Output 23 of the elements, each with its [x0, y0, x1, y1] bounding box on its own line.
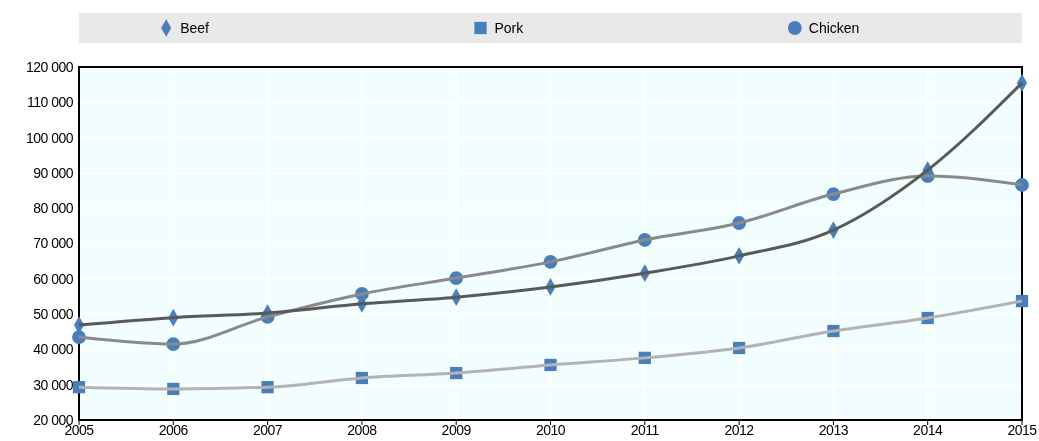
x-tick-label: 2013	[818, 422, 849, 438]
y-tick-label: 70 000	[33, 235, 74, 252]
x-tick-label: 2009	[441, 422, 472, 438]
legend-label: Pork	[494, 19, 525, 36]
x-tick-label: 2015	[1007, 422, 1038, 438]
x-tick-label: 2010	[535, 422, 566, 438]
x-tick-label: 2011	[630, 422, 660, 438]
y-tick-label: 30 000	[33, 376, 74, 393]
y-tick-label: 120 000	[25, 58, 74, 75]
y-tick-label: 90 000	[33, 164, 74, 181]
y-tick-label: 80 000	[33, 200, 74, 217]
y-tick-label: 50 000	[33, 306, 74, 322]
x-tick-label: 2007	[253, 422, 283, 438]
x-tick-label: 2006	[158, 422, 189, 438]
legend-label: Beef	[180, 19, 210, 36]
legend-label: Chicken	[808, 19, 860, 36]
y-tick-label: 100 000	[25, 129, 74, 146]
x-tick-label: 2012	[724, 422, 755, 438]
y-tick-label: 40 000	[33, 341, 74, 358]
y-tick-label: 110 000	[26, 94, 74, 111]
x-tick-label: 2008	[347, 422, 378, 438]
x-tick-label: 2014	[913, 422, 943, 438]
y-tick-label: 60 000	[33, 270, 74, 287]
